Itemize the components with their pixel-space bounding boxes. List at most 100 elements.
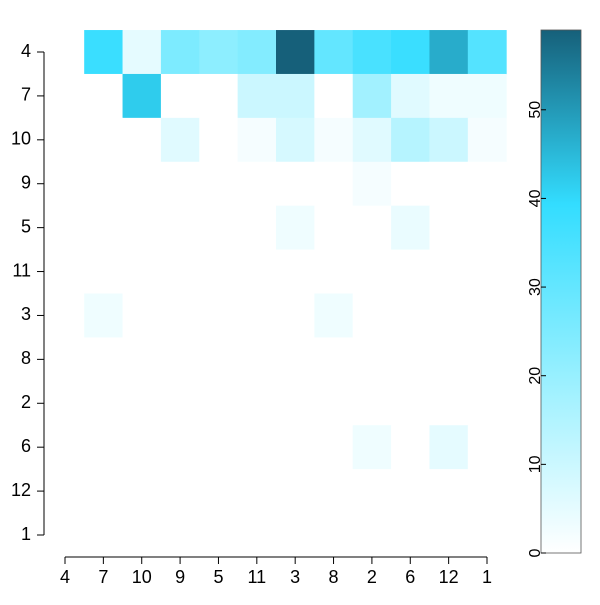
y-tick-label: 7 — [21, 85, 31, 105]
heat-cell — [237, 425, 277, 470]
heat-cell — [122, 513, 162, 558]
heat-cell — [276, 469, 315, 514]
heat-cell — [391, 205, 430, 251]
heat-cell — [314, 337, 354, 382]
heat-cell — [84, 337, 124, 382]
x-tick-label: 12 — [439, 567, 459, 587]
heat-cell — [45, 249, 85, 294]
heat-cell — [84, 513, 124, 558]
heat-cell — [237, 161, 277, 207]
heat-cell — [122, 425, 162, 470]
heat-cell — [429, 117, 469, 163]
heat-cell — [160, 337, 200, 382]
y-tick-label: 9 — [21, 172, 31, 192]
heat-cell — [237, 249, 277, 294]
heat-cell — [199, 73, 239, 119]
heat-cell — [276, 73, 315, 119]
heat-cell — [314, 30, 354, 75]
heat-cell — [391, 161, 430, 207]
heat-cell — [45, 425, 85, 470]
heat-cell — [314, 117, 354, 163]
heat-cell — [122, 293, 162, 338]
heat-cell — [429, 205, 469, 251]
heat-cell — [276, 161, 315, 207]
heat-cell — [352, 381, 392, 426]
x-tick-label: 5 — [213, 567, 223, 587]
heat-cell — [314, 205, 354, 251]
heat-cell — [352, 513, 392, 558]
heat-cell — [352, 293, 392, 338]
heat-cell — [391, 293, 430, 338]
heat-cell — [199, 469, 239, 514]
y-tick-label: 12 — [11, 480, 31, 500]
y-tick-label: 11 — [12, 260, 31, 280]
heat-cell — [237, 117, 277, 163]
y-tick-label: 3 — [21, 304, 31, 324]
y-tick-label: 2 — [21, 392, 31, 412]
heat-cell — [122, 337, 162, 382]
heat-cell — [429, 249, 469, 294]
heat-cell — [314, 513, 354, 558]
heat-cell — [352, 73, 392, 119]
heat-cell — [467, 469, 507, 514]
colorbar-tick-label: 40 — [527, 189, 544, 207]
heat-cell — [314, 425, 354, 470]
heat-cell — [276, 513, 315, 558]
heat-cell — [352, 205, 392, 251]
heat-cell — [45, 469, 85, 514]
heat-cell — [122, 117, 162, 163]
heat-cell — [84, 469, 124, 514]
y-tick-label: 1 — [21, 524, 31, 544]
heat-cell — [352, 337, 392, 382]
heat-cell — [84, 249, 124, 294]
heat-cell — [199, 161, 239, 207]
heat-cell — [391, 249, 430, 294]
colorbar-tick-label: 50 — [527, 101, 544, 119]
x-tick-label: 3 — [290, 567, 300, 587]
heat-cell — [199, 513, 239, 558]
heat-cell — [122, 161, 162, 207]
heat-cell — [237, 381, 277, 426]
heat-cell — [160, 381, 200, 426]
heat-cell — [84, 425, 124, 470]
heat-cell — [314, 381, 354, 426]
x-tick-label: 1 — [482, 567, 492, 587]
heat-cell — [429, 381, 469, 426]
colorbar-tick-label: 30 — [527, 278, 544, 296]
heat-cell — [352, 469, 392, 514]
heat-cell — [391, 117, 430, 163]
heat-cell — [160, 117, 200, 163]
heat-cell — [122, 205, 162, 251]
heat-cell — [160, 205, 200, 251]
heat-cell — [276, 381, 315, 426]
heat-cell — [429, 30, 469, 75]
heat-cell — [84, 293, 124, 338]
heat-cell — [199, 30, 239, 75]
y-tick-label: 5 — [21, 216, 31, 236]
heat-cell — [429, 425, 469, 470]
x-tick-label: 2 — [367, 567, 377, 587]
heat-cell — [467, 293, 507, 338]
colorbar — [540, 29, 582, 554]
heat-cell — [45, 513, 85, 558]
x-tick-label: 6 — [405, 567, 415, 587]
heat-cell — [429, 513, 469, 558]
heat-cell — [199, 425, 239, 470]
heat-cell — [199, 337, 239, 382]
heat-cell — [391, 381, 430, 426]
heat-cell — [199, 205, 239, 251]
heat-cell — [467, 381, 507, 426]
heat-cell — [237, 205, 277, 251]
colorbar-tick-label: 20 — [527, 367, 544, 385]
heat-cell — [237, 293, 277, 338]
heat-cell — [45, 205, 85, 251]
heat-cell — [84, 205, 124, 251]
heat-cell — [45, 73, 85, 119]
heat-cell — [199, 117, 239, 163]
heat-cell — [237, 469, 277, 514]
y-tick-label: 4 — [21, 41, 31, 61]
heat-cell — [237, 30, 277, 75]
heat-cell — [199, 249, 239, 294]
colorbar-tick-label: 0 — [527, 548, 544, 557]
heat-cell — [314, 73, 354, 119]
